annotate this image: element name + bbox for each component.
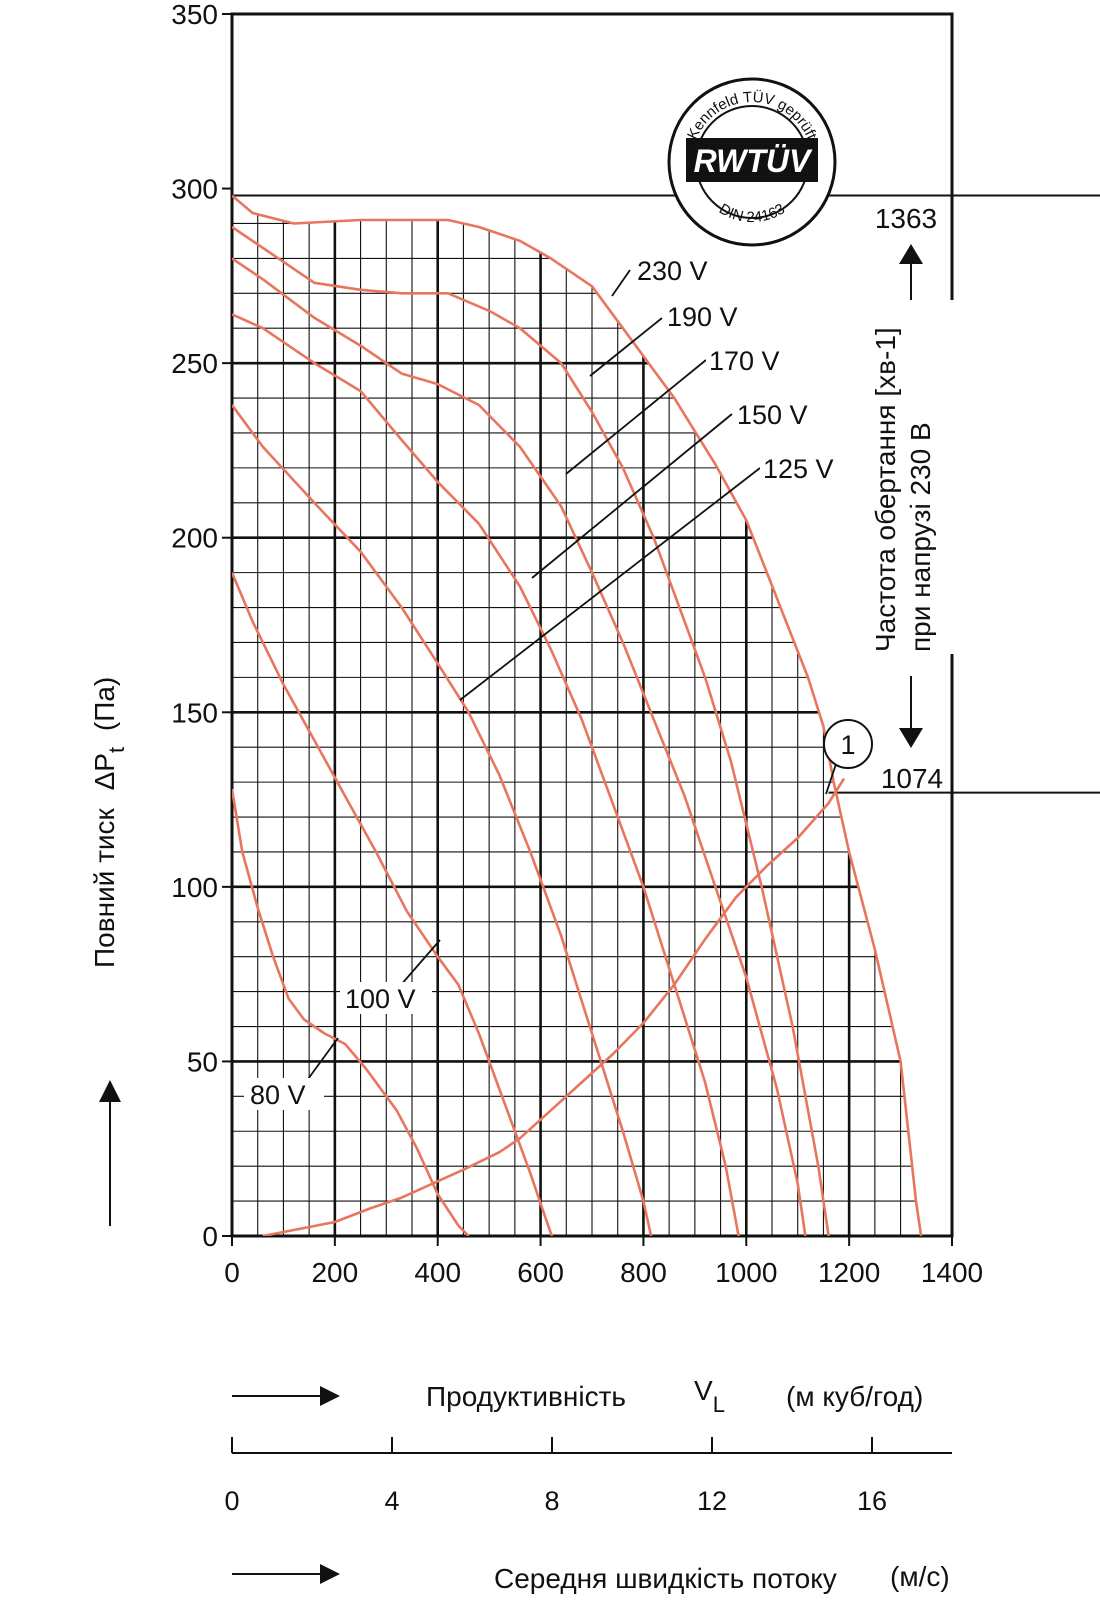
speed-axis-unit: (м/с): [890, 1561, 950, 1592]
label-leader-line: [531, 413, 733, 579]
speed-tick-label: 8: [544, 1486, 559, 1516]
x-tick-label: 600: [517, 1257, 564, 1288]
label-leader-line: [825, 763, 837, 795]
curve-label-leaders: [299, 269, 837, 1091]
x-tick-label: 1400: [921, 1257, 983, 1288]
y-axis-label: Повний тиск: [89, 807, 120, 968]
x-tick-label: 0: [224, 1257, 240, 1288]
label-leader-line: [459, 467, 761, 701]
y-tick-label: 50: [187, 1046, 218, 1077]
x-tick-label: 400: [414, 1257, 461, 1288]
x-tick-label: 1200: [818, 1257, 880, 1288]
x-axis-arrow-icon: [320, 1386, 340, 1406]
rpm-max-label: 1363: [875, 203, 937, 234]
curve-label-80v: 80 V: [250, 1080, 306, 1110]
y-tick-label: 150: [171, 697, 218, 728]
system-curve: [262, 777, 846, 1236]
x-axis-title: Продуктивність VL (м куб/год): [232, 1375, 923, 1417]
y-axis-unit: (Па): [89, 677, 120, 731]
y-axis-arrow-icon: [99, 1080, 121, 1102]
x-tick-label: 200: [311, 1257, 358, 1288]
fan-curve-190v: [232, 225, 830, 1236]
performance-curves: [232, 194, 923, 1236]
fan-curve-170v: [232, 257, 807, 1236]
speed-axis-title: Середня швидкість потоку: [494, 1563, 837, 1594]
rwtuv-certification-logo: Kennfeld TÜV geprüft DIN 24163 RWTÜV: [667, 77, 837, 247]
curve-label-230v: 230 V: [637, 256, 708, 286]
label-leader-line: [399, 939, 441, 987]
fan-curve-100v: [232, 572, 554, 1236]
operating-point-marker: 1: [823, 719, 873, 769]
fan-curve-230v: [232, 194, 923, 1236]
svg-text:VL: VL: [694, 1375, 725, 1417]
curve-label-190v: 190 V: [667, 302, 738, 332]
rpm-label: Частота обертання [хв-1]: [870, 327, 901, 652]
speed-tick-label: 16: [857, 1486, 887, 1516]
curve-label-125v: 125 V: [763, 454, 834, 484]
y-axis-symbol-sub: t: [104, 747, 129, 753]
y-axis-title: Повний тиск ΔPt (Па): [89, 677, 130, 1226]
arrow-down-icon: [899, 728, 923, 748]
x-tick-label: 1000: [715, 1257, 777, 1288]
y-tick-label: 200: [171, 523, 218, 554]
fan-curve-150v: [232, 313, 740, 1236]
fan-curve-125v: [232, 404, 653, 1236]
x-axis-symbol: V: [694, 1375, 713, 1406]
curve-labels: 230 V 190 V 170 V 150 V 125 V 100 V 80 V: [244, 254, 846, 1110]
x-tick-label: 800: [620, 1257, 667, 1288]
curve-label-150v: 150 V: [737, 400, 808, 430]
speed-axis: Середня швидкість потоку (м/с) 0 4 8 12 16: [224, 1437, 952, 1594]
fan-curve-80v: [232, 788, 470, 1236]
x-axis-label: Продуктивність: [426, 1381, 626, 1412]
curve-label-100v: 100 V: [345, 984, 416, 1014]
label-leader-line: [589, 317, 663, 377]
operating-point-label: 1: [840, 730, 855, 760]
y-tick-label: 350: [171, 0, 218, 30]
speed-tick-label: 0: [224, 1486, 239, 1516]
arrow-up-icon: [899, 244, 923, 264]
x-axis-symbol-sub: L: [713, 1392, 725, 1417]
logo-center-text: RWTÜV: [694, 143, 813, 179]
y-tick-label: 300: [171, 174, 218, 205]
rpm-side-label: Частота обертання [хв-1] при напрузі 230…: [866, 203, 956, 794]
grid: [232, 214, 916, 1236]
y-axis-symbol: ΔP: [89, 753, 120, 790]
speed-axis-arrow-icon: [320, 1564, 340, 1584]
speed-tick-label: 4: [384, 1486, 399, 1516]
speed-tick-label: 12: [697, 1486, 727, 1516]
rpm-min-label: 1074: [881, 763, 943, 794]
curve-label-170v: 170 V: [709, 346, 780, 376]
label-leader-line: [565, 359, 707, 475]
x-axis-unit: (м куб/год): [786, 1381, 923, 1412]
y-tick-label: 100: [171, 872, 218, 903]
rpm-sublabel: при напрузі 230 В: [905, 422, 936, 652]
label-leader-line: [611, 269, 631, 297]
svg-text:Повний тиск ΔPt (П: Повний тиск ΔPt (Па): [89, 677, 130, 968]
y-tick-label: 0: [202, 1221, 218, 1252]
y-tick-label: 250: [171, 348, 218, 379]
